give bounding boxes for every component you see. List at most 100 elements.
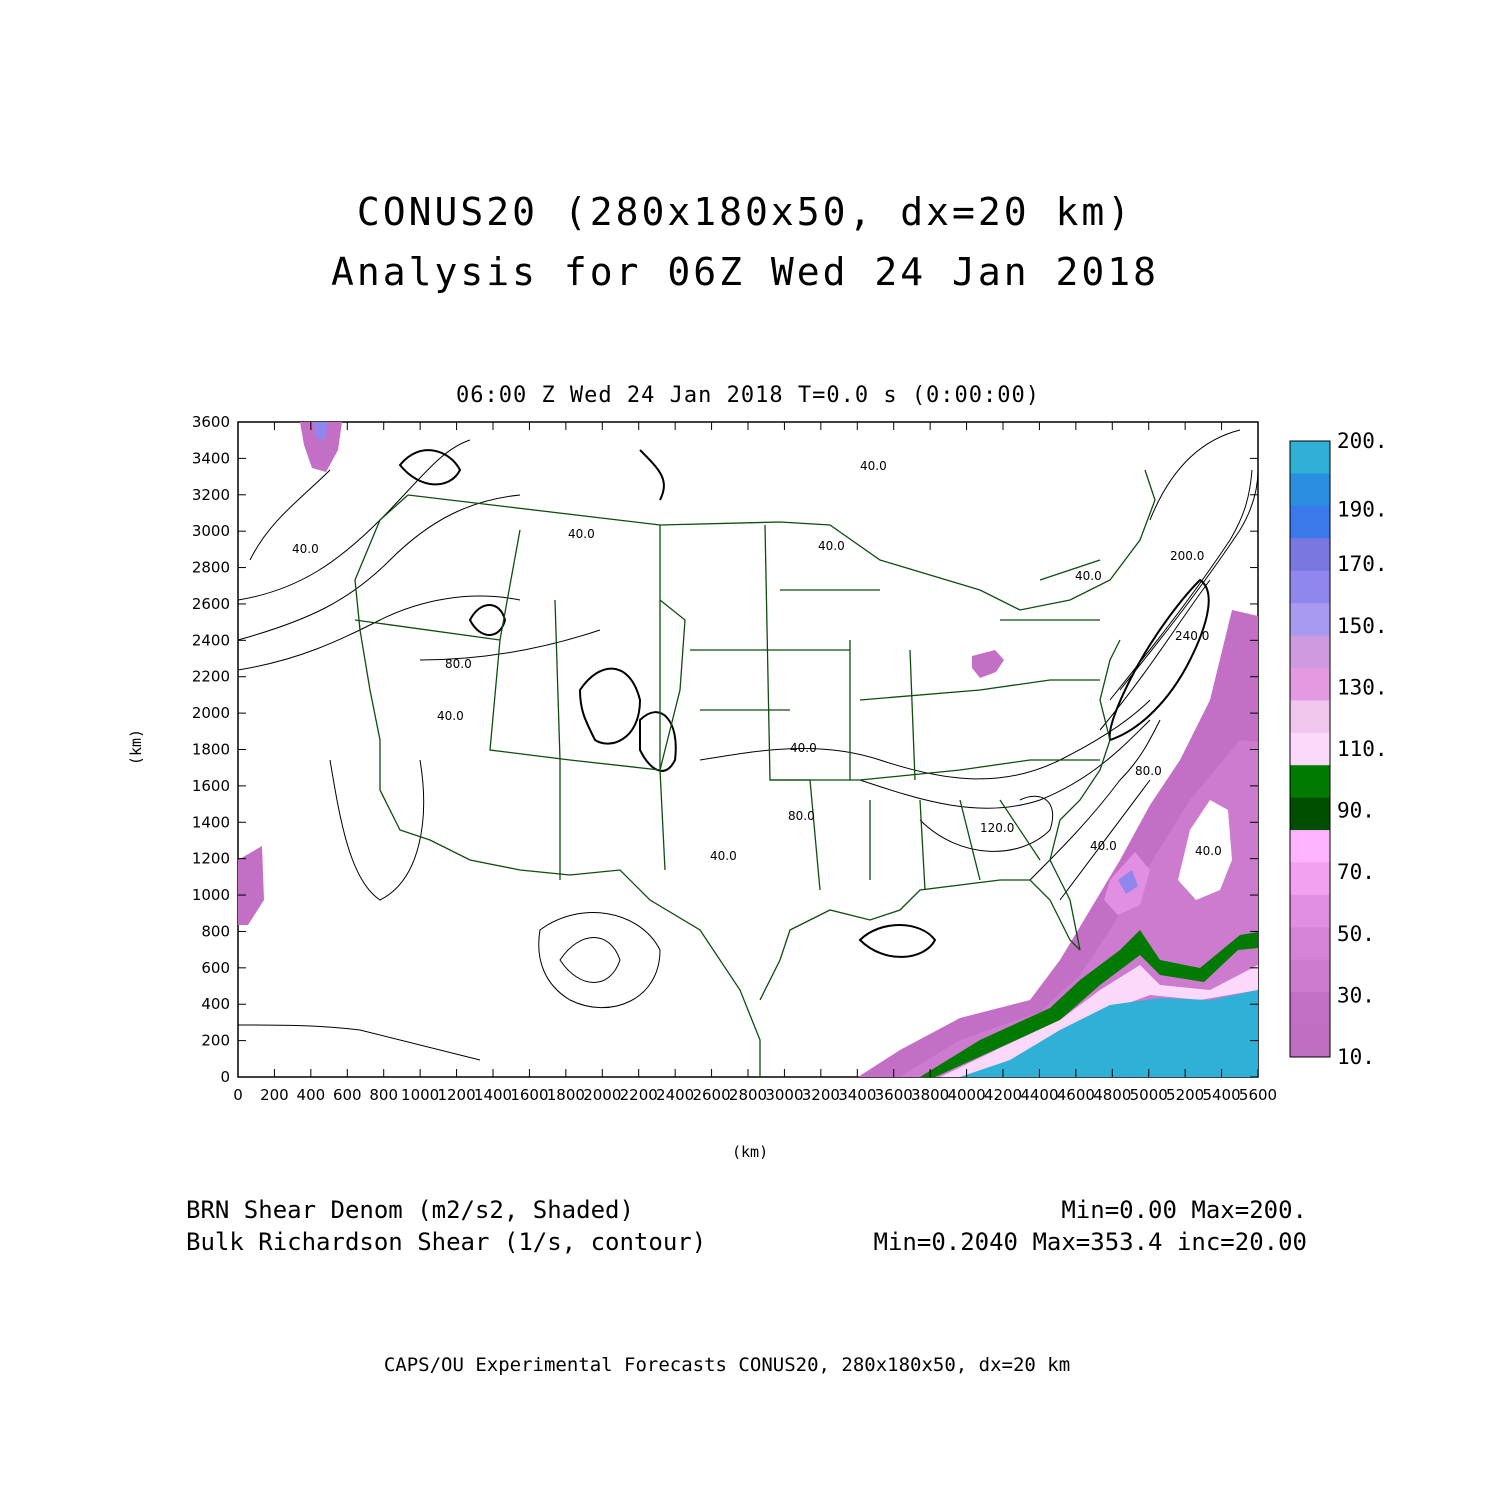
colorbar-label: 190.: [1337, 498, 1388, 522]
x-tick-label: 1400: [474, 1086, 512, 1104]
plot-title-line2: Analysis for 06Z Wed 24 Jan 2018: [330, 250, 1160, 294]
colorbar-label: 200.: [1337, 429, 1388, 453]
x-tick-label: 5600: [1239, 1086, 1277, 1104]
contour-field-stats: Min=0.2040 Max=353.4 inc=20.00: [873, 1228, 1307, 1256]
colorbar-swatch: [1290, 797, 1330, 831]
x-tick-label: 3800: [911, 1086, 949, 1104]
contour-line: [859, 719, 1151, 809]
shaded-blob: [314, 422, 328, 440]
contour-label: 80.0: [1135, 764, 1162, 778]
colorbar-swatch: [1290, 505, 1330, 539]
contour-line: [919, 795, 1054, 852]
contour-line: [699, 699, 1151, 780]
contour-line: [237, 494, 521, 641]
colorbar-label: 110.: [1337, 737, 1388, 761]
x-tick-label: 2000: [583, 1086, 621, 1104]
colorbar-label: 30.: [1337, 983, 1375, 1007]
contour-label: 40.0: [1195, 844, 1222, 858]
colorbar-swatch: [1290, 765, 1330, 799]
contour-label: 40.0: [790, 741, 817, 755]
contour-line: [1108, 578, 1210, 742]
colorbar-swatch: [1290, 830, 1330, 863]
colorbar-swatch: [1290, 732, 1330, 766]
colorbar-swatch: [1290, 635, 1330, 669]
border-line: [559, 759, 1100, 880]
shaded-core-cyan: [960, 990, 1258, 1077]
colorbar-frame: [1289, 440, 1331, 1058]
colorbar-swatch: [1290, 570, 1330, 604]
border-line: [354, 494, 761, 1077]
x-axis-unit: (km): [732, 1143, 769, 1161]
y-tick-label: 1800: [192, 741, 230, 759]
shaded-blob: [238, 846, 264, 925]
colorbar-label: 150.: [1337, 614, 1388, 638]
y-tick-label: 2200: [192, 668, 230, 686]
y-tick-label: 2000: [192, 704, 230, 722]
colorbar-label: 10.: [1337, 1045, 1375, 1069]
border-line: [1000, 559, 1101, 621]
y-tick-label: 2400: [192, 631, 230, 649]
x-tick-label: 4800: [1093, 1086, 1131, 1104]
contour-line: [237, 1024, 481, 1061]
shaded-blob: [300, 422, 342, 472]
shaded-band-green: [920, 930, 1258, 1077]
y-tick-label: 600: [201, 959, 230, 977]
contour-lines: [237, 429, 1259, 1061]
contour-label: 40.0: [860, 459, 887, 473]
colorbar-swatch: [1290, 959, 1330, 993]
shaded-field-stats: Min=0.00 Max=200.: [1061, 1196, 1307, 1224]
colorbar-label: 130.: [1337, 675, 1388, 699]
x-tick-label: 200: [260, 1086, 289, 1104]
border-line: [407, 469, 1156, 611]
border-line: [869, 799, 1041, 891]
contour-label: 40.0: [568, 527, 595, 541]
contour-line: [1059, 779, 1151, 901]
shaded-blob: [972, 650, 1004, 678]
shaded-blob: [1118, 870, 1138, 894]
shaded-field-label: BRN Shear Denom (m2/s2, Shaded): [186, 1196, 634, 1224]
x-tick-label: 4200: [984, 1086, 1022, 1104]
x-tick-label: 2800: [729, 1086, 767, 1104]
x-tick-label: 1200: [437, 1086, 475, 1104]
y-axis: 0 200 400 600 800 1000 1200 1400 1600 1800 2000 220…: [192, 413, 1258, 1086]
x-tick-label: 5200: [1166, 1086, 1204, 1104]
contour-label: 200.0: [1170, 549, 1204, 563]
contour-label: 40.0: [1075, 569, 1102, 583]
state-boundaries: [354, 469, 1156, 1077]
contour-line: [329, 759, 425, 901]
y-tick-label: 200: [201, 1032, 230, 1050]
contour-label: 240.0: [1175, 629, 1209, 643]
x-tick-label: 400: [297, 1086, 326, 1104]
plot-subtitle: 06:00 Z Wed 24 Jan 2018 T=0.0 s (0:00:00…: [455, 383, 1041, 408]
y-tick-label: 3200: [192, 486, 230, 504]
x-tick-label: 5400: [1202, 1086, 1240, 1104]
contour-line: [639, 449, 665, 501]
colorbar-swatch: [1290, 473, 1330, 507]
contour-line: [858, 924, 937, 958]
border-line: [759, 879, 1081, 1001]
y-tick-label: 3400: [192, 449, 230, 467]
colorbar-label: 170.: [1337, 552, 1388, 576]
contour-line: [538, 912, 661, 1009]
x-tick-label: 800: [369, 1086, 398, 1104]
border-line: [499, 524, 821, 891]
colorbar-swatch: [1290, 441, 1330, 474]
y-axis-unit: (km): [127, 728, 146, 766]
y-tick-label: 0: [220, 1068, 230, 1086]
colorbar: 200. 190. 170. 150. 130. 110. 90. 70. 50. 30. 10.: [1289, 429, 1388, 1069]
y-tick-label: 400: [201, 995, 230, 1013]
colorbar-swatch: [1290, 538, 1330, 572]
x-tick-label: 1600: [510, 1086, 548, 1104]
contour-line: [578, 667, 642, 745]
x-tick-label: 3400: [838, 1086, 876, 1104]
x-tick-label: 4400: [1020, 1086, 1058, 1104]
x-tick-label: 1000: [401, 1086, 439, 1104]
colorbar-label: 70.: [1337, 860, 1375, 884]
contour-label: 40.0: [437, 709, 464, 723]
y-tick-label: 1600: [192, 777, 230, 795]
y-tick-label: 2800: [192, 559, 230, 577]
x-tick-label: 4000: [947, 1086, 985, 1104]
y-tick-label: 1400: [192, 813, 230, 831]
contour-label: 80.0: [445, 657, 472, 671]
colorbar-label: 50.: [1337, 922, 1375, 946]
